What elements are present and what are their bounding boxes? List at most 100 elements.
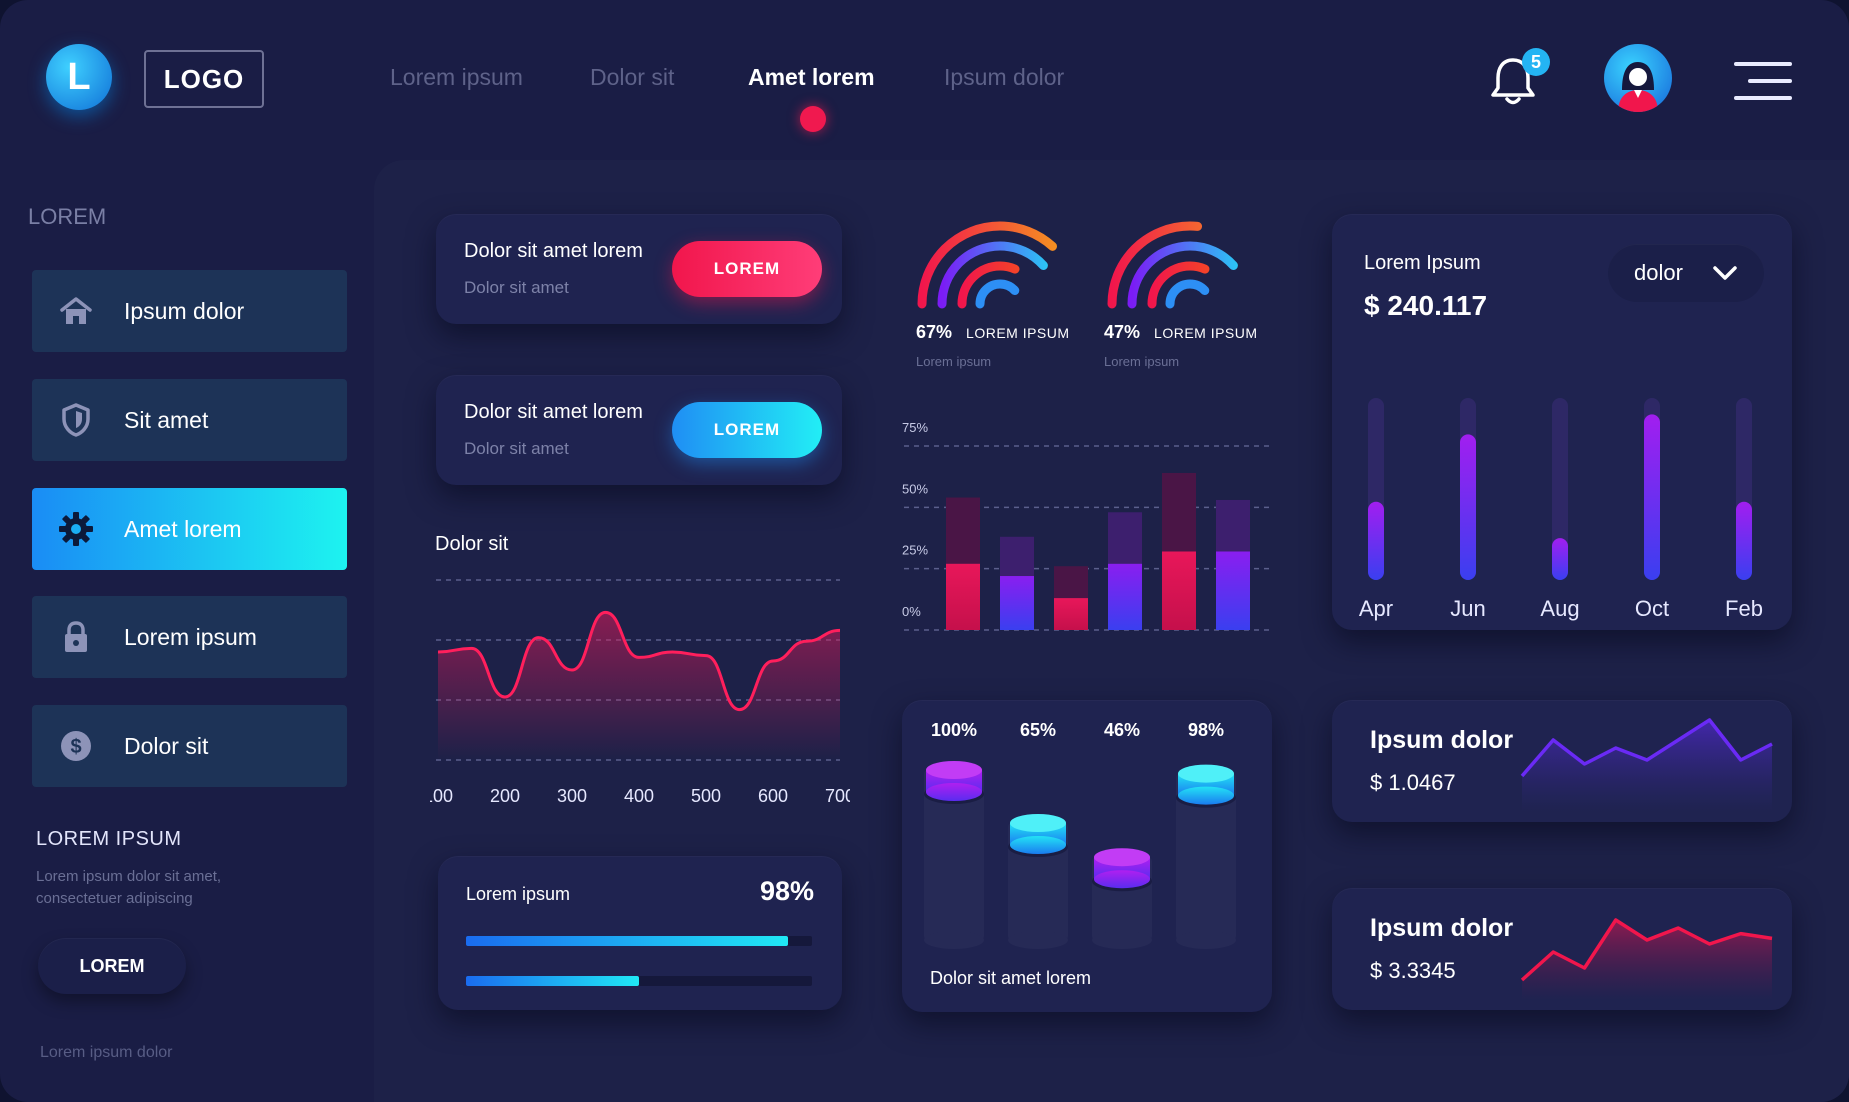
y-tick-label: 0% — [902, 604, 921, 619]
sidebar-item-label: Dolor sit — [124, 732, 209, 759]
logo-text[interactable]: LOGO — [144, 50, 264, 108]
nav-ipsum-dolor[interactable]: Ipsum dolor — [944, 64, 1065, 90]
bar — [1460, 434, 1476, 580]
progress-card: Lorem ipsum 98% — [438, 856, 842, 1010]
active-nav-indicator — [800, 106, 826, 132]
action-card-title: Dolor sit amet lorem — [464, 240, 643, 262]
x-tick-label: 700 — [825, 786, 850, 806]
lorem-blue-button[interactable]: LOREM — [672, 402, 822, 458]
x-tick-label: 500 — [691, 786, 721, 806]
vertical-bar-chart: Apr Jun Aug Oct Feb — [1359, 398, 1763, 621]
lorem-red-button[interactable]: LOREM — [672, 241, 822, 297]
bar-track — [1552, 398, 1568, 580]
chevron-down-icon — [1713, 266, 1737, 280]
bar-segment-upper — [1108, 512, 1142, 564]
nav-amet-lorem[interactable]: Amet lorem — [748, 64, 875, 90]
cylinder-base — [1008, 931, 1068, 949]
x-tick-label: Feb — [1725, 596, 1763, 621]
action-card-2: Dolor sit amet lorem Dolor sit amet LORE… — [436, 375, 842, 485]
bar — [1736, 501, 1752, 580]
area-chart-title: Dolor sit — [435, 533, 509, 555]
gauge-1-label: LOREM IPSUM — [966, 325, 1070, 341]
mini-card-title: Ipsum dolor — [1370, 914, 1514, 942]
sparkline-2 — [1520, 918, 1773, 1000]
x-tick-label: 300 — [557, 786, 587, 806]
gauge-2-sub: Lorem ipsum — [1104, 354, 1180, 369]
sidebar-item-sit-amet[interactable]: Sit amet — [32, 379, 347, 461]
bar-segment-lower — [946, 563, 980, 630]
bar-segment-upper — [1000, 536, 1034, 577]
progress-bar-1 — [466, 936, 788, 946]
cylinder-cap-top — [1010, 814, 1066, 832]
sidebar-item-amet-lorem[interactable]: Amet lorem — [32, 488, 347, 570]
cylinder-cap-bottom — [1094, 870, 1150, 889]
cylinder-percent-label: 46% — [1104, 720, 1140, 740]
lock-icon — [56, 617, 96, 657]
progress-label: Lorem ipsum — [466, 884, 571, 904]
gauge-1 — [917, 221, 1083, 309]
svg-text:$: $ — [70, 736, 81, 758]
sidebar-item-label: Amet lorem — [124, 515, 242, 542]
progress-bar-2 — [466, 976, 639, 986]
progress-track-1 — [466, 936, 812, 946]
gauge-1-percent: 67% — [916, 322, 953, 342]
area-chart: 100 200 300 400 500 600 700 — [430, 579, 850, 806]
sidebar-title: LOREM — [28, 204, 107, 229]
nav-dolor-sit[interactable]: Dolor sit — [590, 64, 675, 90]
x-tick-label: 200 — [490, 786, 520, 806]
cylinder-percent-label: 100% — [931, 720, 977, 740]
sparkline-fill — [1522, 720, 1772, 812]
area-fill — [438, 612, 840, 760]
sidebar-item-ipsum-dolor[interactable]: Ipsum dolor — [32, 270, 347, 352]
sidebar-item-label: Sit amet — [124, 406, 209, 433]
y-tick-label: 25% — [902, 543, 928, 558]
sidebar-item-lorem-ipsum[interactable]: Lorem ipsum — [32, 596, 347, 678]
sparkline-line — [1520, 918, 1773, 982]
period-dropdown[interactable]: dolor — [1608, 244, 1764, 302]
avatar[interactable] — [1604, 44, 1672, 112]
cylinder-cap-top — [1094, 848, 1150, 867]
cylinder-percent-label: 65% — [1020, 720, 1056, 740]
bar-segment-lower — [1216, 551, 1250, 630]
action-card-subtitle: Dolor sit amet — [464, 278, 569, 297]
mini-card-2: Ipsum dolor $ 3.3345 — [1332, 888, 1792, 1010]
nav-lorem-ipsum[interactable]: Lorem ipsum — [390, 64, 523, 90]
bar-segment-lower — [1162, 551, 1196, 630]
menu-icon[interactable] — [1734, 62, 1792, 102]
sidebar-item-label: Lorem ipsum — [124, 623, 257, 650]
logo-letter: L — [67, 55, 91, 98]
sidebar-item-dolor-sit[interactable]: $ Dolor sit — [32, 705, 347, 787]
y-tick-label: 50% — [902, 481, 928, 496]
cylinder-cap-bottom — [1010, 836, 1066, 854]
gauge-1-caption: 67% LOREM IPSUM — [916, 322, 1070, 343]
notification-badge: 5 — [1522, 48, 1550, 76]
bar — [1644, 414, 1660, 580]
gear-icon — [56, 509, 96, 549]
cylinder-cap-top — [1178, 764, 1234, 783]
cylinder-chart: 100% 65% 46% 98% — [924, 720, 1236, 949]
balance-label: Lorem Ipsum — [1364, 252, 1481, 274]
mini-card-value: $ 1.0467 — [1370, 770, 1456, 795]
gauge-2-caption: 47% LOREM IPSUM — [1104, 322, 1258, 343]
gauge-2-percent: 47% — [1104, 322, 1141, 342]
series-line — [437, 610, 841, 712]
x-tick-label: 600 — [758, 786, 788, 806]
user-icon — [1618, 62, 1658, 112]
cylinder-base — [924, 931, 984, 949]
x-tick-label: Aug — [1540, 596, 1579, 621]
sidebar-footer: Lorem ipsum dolor — [40, 1044, 173, 1061]
sidebar-item-label: Ipsum dolor — [124, 297, 245, 324]
logo-badge[interactable]: L — [46, 44, 112, 110]
progress-value: 98% — [759, 876, 814, 906]
stacked-bar-chart: 0% 25% 50% 75% — [902, 420, 1270, 631]
sidebar-section-title: LOREM IPSUM — [36, 828, 182, 850]
sidebar-lorem-button[interactable]: LOREM — [38, 938, 186, 994]
sparkline-1 — [1520, 718, 1773, 812]
mini-card-value: $ 3.3345 — [1370, 958, 1456, 983]
sparkline-fill — [1522, 920, 1772, 1000]
bar — [1368, 501, 1384, 580]
bar-segment-upper — [1054, 566, 1088, 599]
bar-segment-lower — [1108, 563, 1142, 630]
sidebar-section-text: Lorem ipsum dolor sit amet, consectetuer… — [36, 868, 222, 907]
